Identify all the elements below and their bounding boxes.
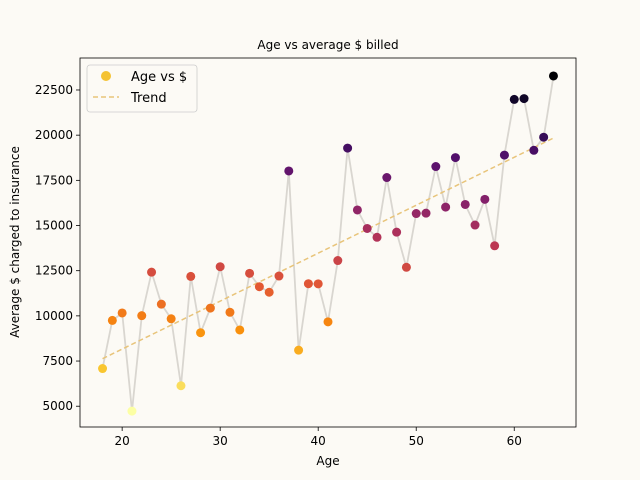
data-point: [245, 268, 255, 278]
legend-marker-scatter: [101, 71, 111, 81]
data-point: [480, 194, 490, 204]
data-point: [166, 314, 176, 324]
data-point: [235, 325, 245, 335]
data-point: [372, 232, 382, 242]
data-point: [450, 153, 460, 163]
data-point: [284, 166, 294, 176]
data-point: [490, 241, 500, 251]
chart-title: Age vs average $ billed: [257, 38, 398, 52]
data-point: [225, 307, 235, 317]
data-point: [392, 227, 402, 237]
x-axis: 20 30 40 50 60: [115, 427, 522, 448]
data-point: [499, 150, 509, 160]
legend-label-trend: Trend: [130, 91, 167, 106]
data-point: [147, 267, 157, 277]
x-tick-label: 50: [409, 434, 424, 448]
data-point: [411, 209, 421, 219]
data-point: [401, 262, 411, 272]
x-tick-label: 20: [115, 434, 130, 448]
data-point: [254, 282, 264, 292]
data-point: [470, 220, 480, 230]
data-point: [460, 199, 470, 209]
data-point: [264, 287, 274, 297]
y-tick-label: 17500: [35, 173, 73, 187]
data-point: [431, 162, 441, 172]
data-point: [548, 71, 558, 81]
x-axis-label: Age: [316, 454, 339, 468]
data-point: [186, 271, 196, 281]
data-point: [362, 223, 372, 233]
legend-label-scatter: Age vs $: [131, 70, 187, 85]
data-point: [421, 208, 431, 218]
y-tick-label: 7500: [42, 354, 73, 368]
data-point: [509, 94, 519, 104]
data-point: [343, 143, 353, 153]
y-axis: 5000 7500 10000 12500 15000 17500 20000 22500: [35, 83, 80, 413]
data-point: [156, 299, 166, 309]
data-point: [323, 317, 333, 327]
x-tick-label: 30: [213, 434, 228, 448]
data-point: [205, 303, 215, 313]
y-tick-label: 22500: [35, 83, 73, 97]
data-point: [117, 308, 127, 318]
legend-box: [86, 64, 198, 113]
y-tick-label: 10000: [35, 309, 73, 323]
data-point: [107, 315, 117, 325]
data-point: [215, 262, 225, 272]
plot-frame: [79, 57, 577, 428]
y-tick-label: 5000: [42, 399, 73, 413]
data-point: [137, 311, 147, 321]
legend: Age vs $ Trend: [86, 64, 198, 113]
data-point: [539, 132, 549, 142]
plot-area: [98, 71, 558, 416]
data-point: [196, 328, 206, 338]
y-axis-label: Average $ charged to insurance: [8, 146, 22, 338]
data-point: [176, 381, 186, 391]
data-point: [382, 173, 392, 183]
data-point: [441, 202, 451, 212]
data-point: [352, 205, 362, 215]
data-point: [333, 256, 343, 266]
x-tick-label: 40: [311, 434, 326, 448]
data-point: [294, 345, 304, 355]
data-point: [313, 279, 323, 289]
data-point: [303, 279, 313, 289]
data-point: [529, 145, 539, 155]
trend-line: [102, 137, 554, 360]
y-tick-label: 20000: [35, 128, 73, 142]
data-point: [127, 406, 137, 416]
data-point: [98, 364, 108, 374]
x-tick-label: 60: [507, 434, 522, 448]
y-tick-label: 15000: [35, 219, 73, 233]
y-tick-label: 12500: [35, 264, 73, 278]
data-point: [519, 94, 529, 104]
data-point: [274, 271, 284, 281]
